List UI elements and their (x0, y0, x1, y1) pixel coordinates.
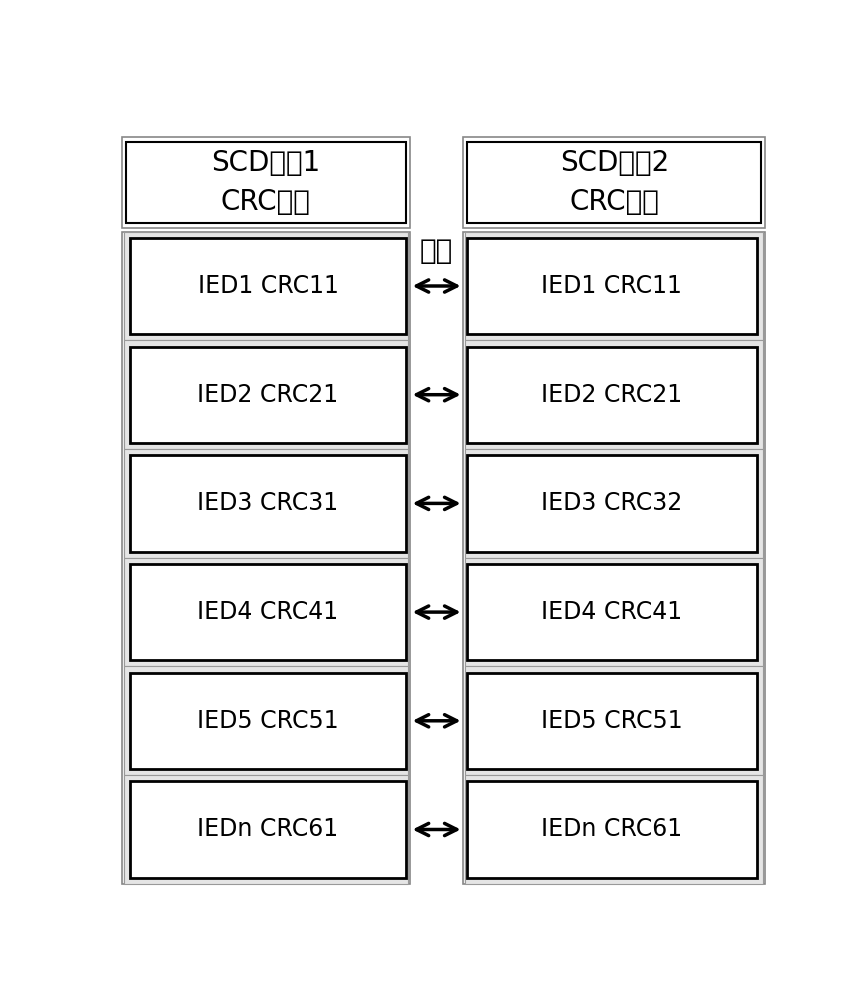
Bar (125, 142, 406, 223)
Bar (464, 232, 766, 884)
Bar (467, 564, 757, 660)
Text: IED4 CRC41: IED4 CRC41 (541, 600, 682, 624)
Text: SCD版本1: SCD版本1 (211, 149, 320, 177)
Bar (465, 775, 763, 884)
Bar (130, 673, 407, 769)
Text: IED3 CRC32: IED3 CRC32 (541, 491, 682, 515)
Bar (130, 781, 407, 878)
Bar (130, 238, 407, 334)
Bar (465, 449, 763, 558)
Bar (467, 455, 757, 552)
Bar (467, 781, 757, 878)
Text: IED2 CRC21: IED2 CRC21 (197, 383, 338, 407)
Bar (124, 232, 407, 340)
Bar (124, 558, 407, 666)
Bar (465, 340, 763, 449)
Bar (467, 238, 757, 334)
Text: IED1 CRC11: IED1 CRC11 (197, 274, 338, 298)
Bar (465, 232, 763, 340)
Bar (467, 142, 761, 223)
Text: 对比: 对比 (420, 237, 453, 265)
Bar (465, 558, 763, 666)
Bar (121, 137, 410, 228)
Bar (464, 137, 766, 228)
Bar (124, 449, 407, 558)
Text: CRC列表: CRC列表 (221, 188, 311, 216)
Text: IEDn CRC61: IEDn CRC61 (197, 817, 338, 841)
Bar (130, 455, 407, 552)
Bar (467, 347, 757, 443)
Bar (467, 673, 757, 769)
Text: IED5 CRC51: IED5 CRC51 (197, 709, 339, 733)
Text: IED4 CRC41: IED4 CRC41 (197, 600, 338, 624)
Bar (124, 775, 407, 884)
Text: IED3 CRC31: IED3 CRC31 (197, 491, 338, 515)
Bar (130, 564, 407, 660)
Text: IEDn CRC61: IEDn CRC61 (541, 817, 682, 841)
Text: IED2 CRC21: IED2 CRC21 (541, 383, 682, 407)
Text: IED5 CRC51: IED5 CRC51 (541, 709, 682, 733)
Bar (465, 666, 763, 775)
Bar (124, 340, 407, 449)
Text: IED1 CRC11: IED1 CRC11 (541, 274, 682, 298)
Bar (124, 666, 407, 775)
Text: CRC列表: CRC列表 (569, 188, 659, 216)
Bar (130, 347, 407, 443)
Text: SCD版本2: SCD版本2 (560, 149, 669, 177)
Bar (121, 232, 410, 884)
